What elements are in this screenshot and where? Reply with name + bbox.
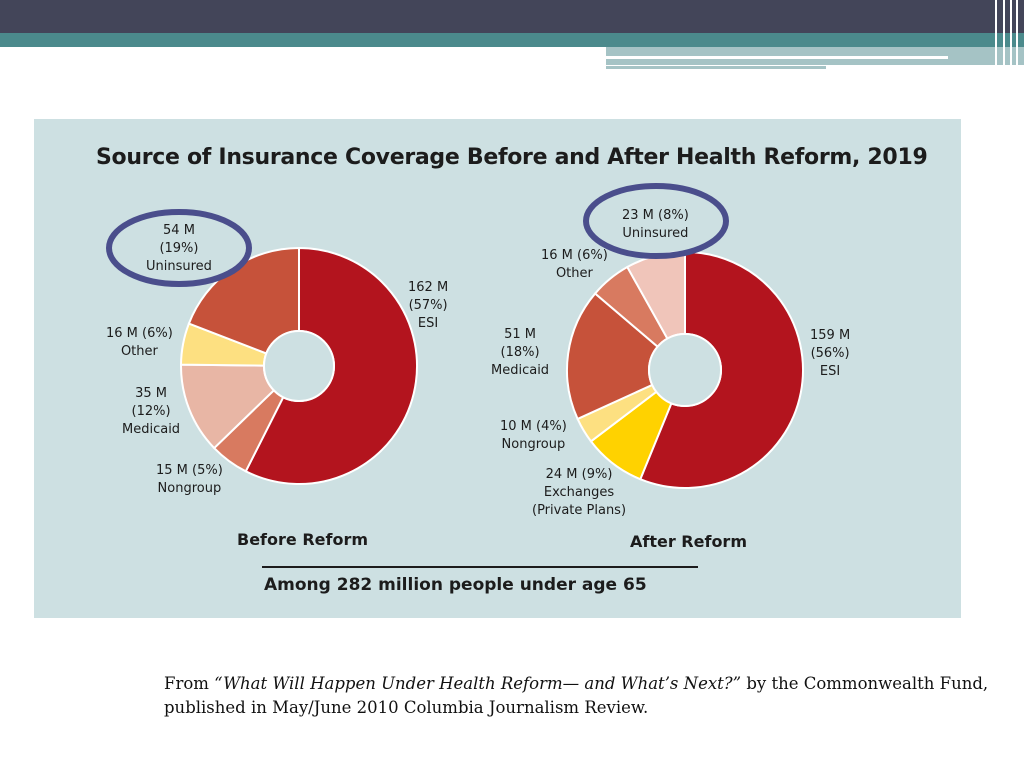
slice-label-other: 16 M (6%) Other [106,325,173,361]
source-citation: From “What Will Happen Under Health Refo… [164,672,1004,720]
slice-label-line: ESI [417,316,439,331]
slice-label-nongroup: 10 M (4%) Nongroup [500,418,567,454]
slice-label-line: 159 M [810,328,851,343]
chart-title: Source of Insurance Coverage Before and … [96,145,928,170]
slice-label-line: (12%) [131,404,171,419]
header-teal-bar [0,33,1024,47]
source-suffix: by the Commonwealth Fund, published in M… [164,674,989,717]
slice-label-line: 24 M (9%) [545,467,613,482]
chart-canvas [106,183,804,489]
slice-label-medicaid: 51 M (18%) Medicaid [491,326,549,380]
slice-label-line: 15 M (5%) [156,463,223,478]
slice-label-line: Nongroup [157,481,222,496]
header-stripe [1016,0,1018,70]
slice-label-line: (18%) [500,345,540,360]
slice-label-line: 54 M [163,223,195,238]
source-prefix: From [164,674,215,693]
pie-before-reform [179,246,418,485]
highlight-ring-uninsured [106,209,252,287]
slice-label-line: (56%) [810,346,850,361]
slice-label-line: 10 M (4%) [500,419,567,434]
slice-label-line: Other [120,344,158,359]
slice-label-line: Other [555,266,593,281]
slice-label-line: Uninsured [622,226,689,241]
slice-label-line: Medicaid [491,363,550,378]
slice-label-line: 162 M [408,280,449,295]
slice-label-line: 35 M [135,386,167,401]
slice-label-line: Nongroup [501,437,566,452]
slice-label-uninsured: 23 M (8%) Uninsured [622,207,689,243]
slice-label-esi: 162 M (57%) ESI [408,279,448,333]
header-stripe [995,0,997,70]
slice-label-esi: 159 M (56%) ESI [810,327,850,381]
slice-label-line: Exchanges [543,485,615,500]
header-stripe [1003,0,1005,70]
slice-label-line: Uninsured [146,259,212,274]
slice-label-line: (19%) [159,241,199,256]
pie-after-reform [566,250,804,489]
slice-label-line: ESI [819,364,841,379]
slice-label-line: 16 M (6%) [541,248,608,263]
chart-panel: Source of Insurance Coverage Before and … [34,119,961,618]
slice-label-line: 16 M (6%) [106,326,173,341]
caption-before-reform: Before Reform [237,530,368,549]
slice-label-line: 23 M (8%) [622,208,689,223]
pie-center-hole [263,330,335,402]
divider-line [262,566,698,568]
header-stripe [1010,0,1012,70]
header-accent-line [606,66,826,69]
header-accent-line [606,56,948,59]
slice-label-line: (Private Plans) [532,503,627,518]
source-article-title: “What Will Happen Under Health Reform— a… [214,674,742,693]
slice-label-medicaid: 35 M (12%) Medicaid [122,385,180,439]
slice-label-line: 51 M [504,327,536,342]
highlight-rings [106,183,729,287]
slice-label-uninsured: 54 M (19%) Uninsured [146,222,212,276]
caption-after-reform: After Reform [630,532,747,551]
slice-label-line: (57%) [408,298,448,313]
slice-label-exchanges-private-plans: 24 M (9%) Exchanges (Private Plans) [532,466,626,520]
chart-footnote: Among 282 million people under age 65 [264,575,647,595]
header-dark-bar [0,0,1024,33]
highlight-ring-uninsured [583,183,729,259]
slice-label-other: 16 M (6%) Other [541,247,608,283]
slice-label-nongroup: 15 M (5%) Nongroup [156,462,223,498]
pie-center-hole [648,333,722,407]
slice-label-line: Medicaid [122,422,181,437]
